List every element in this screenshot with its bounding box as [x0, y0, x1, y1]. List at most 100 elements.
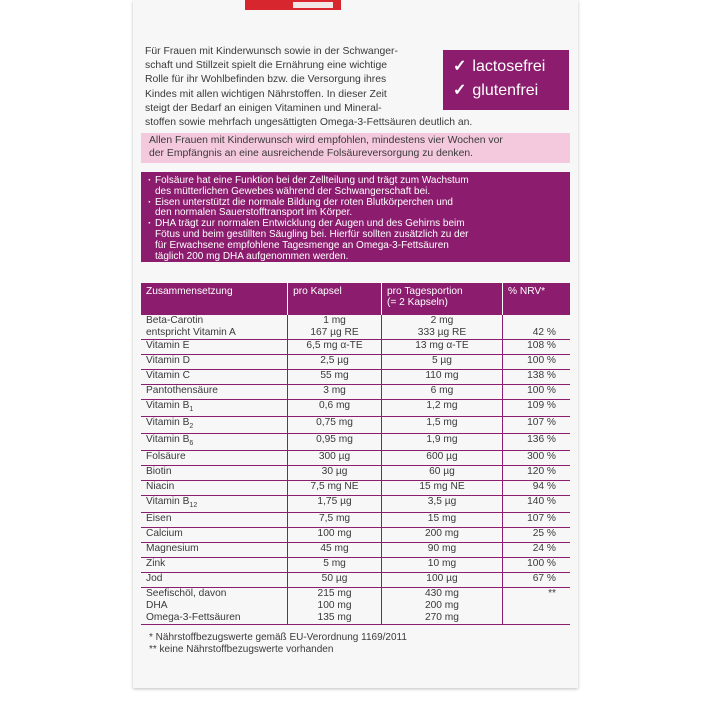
cell-line: 13 mg α-TE — [415, 340, 469, 351]
table-cell: Vitamin D — [141, 354, 289, 370]
table-header-cell: Zusammensetzung — [141, 283, 289, 315]
cell-line: 430 mg — [424, 588, 459, 600]
cell-line: ** — [548, 588, 556, 600]
cell-line: Vitamin B2 — [146, 417, 194, 431]
table-cell: 107 % — [502, 416, 570, 435]
table-row: Vitamin B12 1,75 µg 3,5 µg 140 % — [141, 495, 570, 514]
table-row: Jod 50 µg 100 µg 67 % — [141, 572, 570, 589]
cell-line: Biotin — [146, 466, 172, 478]
table-cell: 3,5 µg — [381, 495, 503, 514]
recommendation-line: der Empfängnis an eine ausreichende Fols… — [149, 148, 474, 159]
cell-line: 24 % — [532, 543, 556, 555]
table-cell: 13 mg α-TE — [381, 339, 503, 355]
cell-line: Vitamin B1 — [146, 400, 194, 414]
header-line: Zusammensetzung — [146, 286, 233, 297]
intro-line: steigt der Bedarf an einigen Vitaminen u… — [145, 102, 382, 114]
cell-line: 138 % — [527, 370, 556, 381]
table-cell: 107 % — [502, 512, 570, 529]
cell-line: 107 % — [527, 513, 556, 525]
table-cell: Biotin — [141, 465, 289, 482]
table-cell: Eisen — [141, 512, 289, 529]
cell-line: 90 mg — [427, 543, 457, 555]
brand-strip-detail — [293, 2, 333, 8]
table-cell: 25 % — [502, 527, 570, 544]
table-cell: 109 % — [502, 399, 570, 418]
cell-line: 55 mg — [320, 370, 349, 381]
badge-label: lactosefrei — [453, 56, 545, 76]
table-header-cell: pro Kapsel — [287, 283, 382, 315]
cell-line: 0,6 mg — [318, 400, 351, 411]
table-cell: 0,75 mg — [287, 416, 382, 435]
table-cell: 5 µg — [381, 354, 503, 370]
cell-line: 108 % — [527, 340, 556, 351]
cell-line: 5 mg — [323, 558, 346, 570]
table-cell: 90 mg — [381, 542, 503, 559]
table-row: Niacin 7,5 mg NE 15 mg NE 94 % — [141, 480, 570, 497]
header-line: pro Tagesportion — [386, 286, 463, 297]
cell-line: 3 mg — [323, 385, 346, 396]
header-line: pro Kapsel — [293, 286, 342, 297]
table-cell: Jod — [141, 572, 289, 589]
cell-line: Eisen — [146, 513, 172, 525]
table-cell: ** — [502, 587, 570, 626]
cell-line: 136 % — [527, 434, 556, 446]
cell-line: 45 mg — [320, 543, 349, 555]
table-cell: 0,6 mg — [287, 399, 382, 418]
cell-line: 100 mg — [317, 600, 352, 612]
table-cell: 7,5 mg NE — [287, 480, 382, 497]
badge-label: glutenfrei — [453, 80, 538, 100]
cell-line: Folsäure — [146, 451, 186, 463]
table-cell: Vitamin C — [141, 369, 289, 385]
cell-line: 135 mg — [317, 612, 352, 624]
table-cell: 3 mg — [287, 384, 382, 400]
table-cell: 1,5 mg — [381, 416, 503, 435]
cell-line: 6 mg — [430, 385, 454, 396]
cell-line: 100 mg — [317, 528, 352, 540]
header-line: (= 2 Kapseln) — [386, 297, 448, 308]
cell-line: Vitamin B12 — [146, 496, 198, 510]
cell-line: Omega-3-Fettsäuren — [146, 612, 241, 624]
table-cell: 5 mg — [287, 557, 382, 574]
table-row: Folsäure 300 µg 600 µg 300 % — [141, 450, 570, 467]
claim-line: täglich 200 mg DHA aufgenommen werden. — [155, 250, 349, 262]
cell-line: 6,5 mg α-TE — [306, 340, 363, 351]
cell-line: Beta-Carotin — [146, 315, 204, 326]
intro-line: stoffen sowie mehrfach ungesättigten Ome… — [145, 117, 473, 128]
cell-line: 215 mg — [317, 588, 352, 600]
table-cell: Niacin — [141, 480, 289, 497]
table-cell: 300 µg — [287, 450, 382, 467]
cell-line: 7,5 mg — [318, 513, 351, 525]
table-row: Vitamin D 2,5 µg 5 µg 100 % — [141, 354, 570, 370]
claim-line: Eisen unterstützt die normale Bildung de… — [148, 197, 453, 208]
cell-line: 110 mg — [425, 370, 459, 381]
cell-line: 167 µg RE — [310, 327, 359, 338]
cell-line: DHA — [146, 600, 168, 612]
cell-line: 1,75 µg — [317, 496, 352, 508]
table-cell: 100 % — [502, 557, 570, 574]
cell-line: 1 mg — [323, 315, 346, 326]
cell-line: Vitamin B6 — [146, 434, 194, 448]
table-cell: 1,2 mg — [381, 399, 503, 418]
table-cell: 1 mg 167 µg RE — [287, 315, 382, 340]
table-row: Vitamin C 55 mg 110 mg 138 % — [141, 369, 570, 385]
cell-line: 300 µg — [318, 451, 351, 463]
table-cell: 138 % — [502, 369, 570, 385]
table-cell: 15 mg NE — [381, 480, 503, 497]
table-row: Eisen 7,5 mg 15 mg 107 % — [141, 512, 570, 529]
table-cell: 300 % — [502, 450, 570, 467]
cell-line: Vitamin C — [146, 370, 190, 381]
cell-line: 94 % — [532, 481, 556, 493]
table-cell: 430 mg 200 mg 270 mg — [381, 587, 503, 626]
subscript: 1 — [189, 406, 194, 414]
cell-line: Calcium — [146, 528, 183, 540]
cell-line: Vitamin E — [146, 340, 190, 351]
cell-line: Niacin — [146, 481, 175, 493]
table-row: Vitamin E 6,5 mg α-TE 13 mg α-TE 108 % — [141, 339, 570, 355]
claim-line: für Erwachsene empfohlene Tagesmenge an … — [155, 239, 449, 251]
table-cell: 110 mg — [381, 369, 503, 385]
cell-line: 67 % — [532, 573, 556, 585]
badge-box: lactosefrei glutenfrei — [443, 50, 569, 110]
table-cell: 100 % — [502, 384, 570, 400]
